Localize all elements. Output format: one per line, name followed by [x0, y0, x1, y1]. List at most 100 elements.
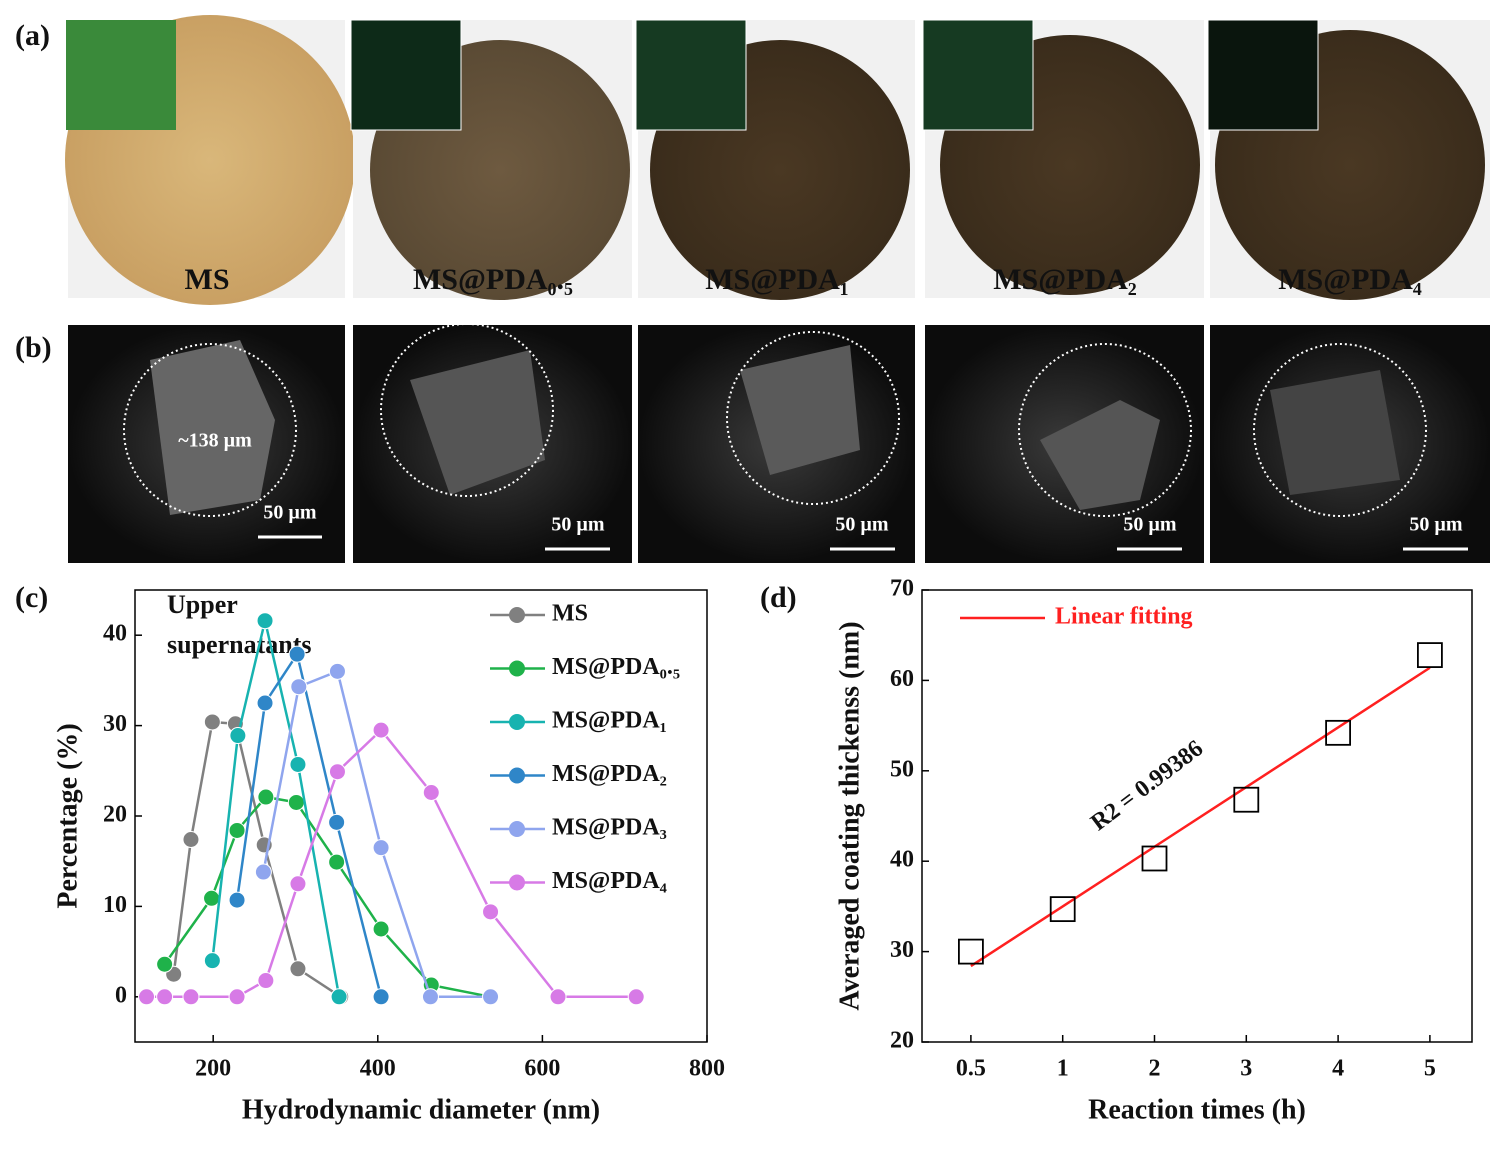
- series-line: [262, 669, 491, 999]
- point: [421, 988, 439, 1006]
- point: [256, 612, 274, 630]
- x-tick-label: 5: [1424, 1056, 1436, 1082]
- photo-label: MS: [185, 263, 230, 296]
- point: [328, 662, 346, 680]
- legend-label: MS@PDA₂: [552, 761, 667, 787]
- point: [156, 988, 174, 1006]
- photo-label: MS@PDA₀.₅: [413, 263, 573, 296]
- x-tick-label: 2: [1149, 1056, 1161, 1082]
- legend-label: MS: [552, 601, 588, 627]
- point: [254, 863, 272, 881]
- point: [372, 839, 390, 857]
- point: [289, 875, 307, 893]
- legend-marker: [509, 714, 525, 730]
- y-tick-label: 70: [890, 576, 914, 602]
- point: [229, 727, 247, 745]
- point: [203, 713, 221, 731]
- scale-label: 50 µm: [263, 502, 317, 524]
- photo-label: MS@PDA₁: [705, 263, 849, 296]
- point: [203, 952, 221, 970]
- point: [330, 988, 348, 1006]
- point: [372, 988, 390, 1006]
- fit-line: [970, 666, 1431, 968]
- annotation: supernatants: [167, 630, 311, 659]
- panel-label: (b): [15, 331, 52, 364]
- point: [1233, 786, 1260, 813]
- legend-label: MS@PDA₁: [552, 708, 667, 734]
- y-axis-label: Averaged coating thickenss (nm): [834, 621, 865, 1010]
- legend-label: MS@PDA₃: [552, 815, 667, 841]
- size-circle: [1253, 343, 1427, 517]
- point: [289, 755, 307, 773]
- x-tick-label: 600: [524, 1056, 560, 1082]
- y-tick-label: 40: [890, 847, 914, 873]
- photo-label: MS@PDA₄: [1278, 263, 1422, 296]
- inset: [66, 20, 176, 130]
- point: [256, 694, 274, 712]
- photo-label: MS@PDA₂: [993, 263, 1137, 296]
- particle: [740, 345, 860, 475]
- scale-label: 50 µm: [1409, 514, 1463, 536]
- point: [372, 721, 390, 739]
- panel-label: (d): [760, 581, 797, 614]
- point: [228, 891, 246, 909]
- legend-marker: [509, 607, 525, 623]
- point: [1325, 719, 1351, 746]
- panel-label: (a): [15, 19, 50, 52]
- x-tick-label: 0.5: [956, 1056, 986, 1082]
- point: [328, 853, 346, 871]
- x-tick-label: 800: [689, 1056, 725, 1082]
- point: [422, 783, 440, 801]
- scale-label: 50 µm: [551, 514, 605, 536]
- point: [627, 988, 645, 1006]
- sem-row: 50 µm 50 µm 50 µm 50 µm 50 µm ~138 µm: [68, 323, 1490, 563]
- point: [482, 988, 500, 1006]
- y-tick-label: 30: [890, 937, 914, 963]
- x-tick-label: 4: [1332, 1056, 1344, 1082]
- size-circle: [726, 331, 900, 505]
- legend-label: Linear fitting: [1055, 604, 1193, 630]
- size-circle: [1018, 343, 1192, 517]
- particle: [410, 350, 545, 495]
- point: [138, 988, 156, 1006]
- particle: [1270, 370, 1400, 495]
- point: [290, 678, 308, 696]
- point: [328, 763, 346, 781]
- point: [257, 972, 275, 990]
- legend-marker: [509, 660, 525, 677]
- y-tick-label: 40: [103, 621, 127, 647]
- inset: [922, 19, 1034, 131]
- point: [1417, 642, 1443, 668]
- point: [1049, 896, 1076, 923]
- point: [287, 793, 305, 811]
- size-label: ~138 µm: [178, 430, 252, 452]
- point: [257, 788, 275, 806]
- x-tick-label: 200: [195, 1056, 231, 1082]
- x-axis-label: Reaction times (h): [1088, 1094, 1306, 1125]
- annotation: Upper: [167, 590, 238, 619]
- point: [182, 988, 200, 1006]
- legend-label: MS@PDA₀.₅: [552, 654, 680, 680]
- point: [228, 988, 246, 1006]
- inset: [635, 19, 747, 131]
- y-tick-label: 20: [103, 802, 127, 828]
- point: [549, 988, 567, 1006]
- legend-marker: [509, 767, 525, 784]
- plot-frame: [921, 589, 1473, 1043]
- x-axis-label: Hydrodynamic diameter (nm): [242, 1094, 600, 1125]
- point: [482, 903, 500, 921]
- y-axis-label: Percentage (%): [52, 723, 83, 908]
- x-tick-label: 3: [1240, 1056, 1252, 1082]
- panel-label: (c): [15, 581, 48, 614]
- point: [156, 955, 174, 973]
- y-tick-label: 30: [103, 711, 127, 737]
- point: [182, 831, 200, 849]
- legend-marker: [509, 821, 525, 837]
- photo-row: [65, 15, 1490, 305]
- point: [372, 920, 390, 938]
- y-tick-label: 60: [890, 666, 914, 692]
- point: [289, 960, 307, 978]
- particle: [1040, 400, 1160, 510]
- size-circle: [123, 343, 297, 517]
